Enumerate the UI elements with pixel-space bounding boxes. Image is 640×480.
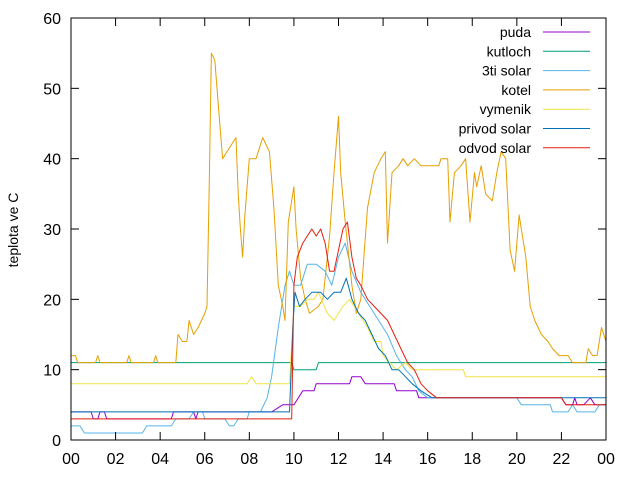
- x-tick-label: 10: [285, 451, 303, 468]
- x-tick-label: 16: [419, 451, 437, 468]
- series-line-kotel: [71, 52, 607, 364]
- y-tick-label: 10: [43, 363, 61, 380]
- y-tick-label: 60: [43, 11, 61, 28]
- series-line-privod-solar: [71, 277, 606, 413]
- y-axis-label: teplota ve C: [5, 193, 21, 268]
- series-lines: [71, 52, 607, 434]
- series-line-puda: [71, 376, 606, 420]
- x-tick-label: 14: [374, 451, 392, 468]
- axis-ticks: 0 10 20 30 40 50 60 00 02 04 06 08 10 12 14 16 18 20 22 00: [43, 11, 615, 468]
- series-line-vymenik: [71, 291, 606, 385]
- legend: puda kutloch 3ti solar kotel vymenik privod s…: [459, 24, 590, 156]
- legend-label: puda: [500, 24, 531, 40]
- x-tick-label: 00: [62, 451, 80, 468]
- x-tick-label: 04: [151, 451, 169, 468]
- y-tick-label: 0: [52, 433, 61, 450]
- y-tick-label: 30: [43, 222, 61, 239]
- legend-label: kutloch: [487, 43, 531, 59]
- x-tick-label: 00: [597, 451, 615, 468]
- legend-label: odvod solar: [459, 140, 532, 156]
- x-tick-label: 02: [107, 451, 125, 468]
- y-tick-label: 50: [43, 81, 61, 98]
- legend-label: privod solar: [459, 121, 532, 137]
- series-line-3ti-solar: [71, 242, 606, 434]
- legend-label: vymenik: [480, 101, 532, 117]
- y-tick-label: 40: [43, 152, 61, 169]
- series-line-odvod-solar: [71, 221, 606, 420]
- x-tick-label: 12: [330, 451, 348, 468]
- x-tick-label: 22: [553, 451, 571, 468]
- y-tick-label: 20: [43, 292, 61, 309]
- x-tick-label: 20: [508, 451, 526, 468]
- legend-label: kotel: [501, 82, 531, 98]
- x-tick-label: 08: [240, 451, 258, 468]
- legend-label: 3ti solar: [482, 63, 531, 79]
- x-tick-label: 18: [463, 451, 481, 468]
- series-line-kutloch: [71, 362, 606, 371]
- x-tick-label: 06: [196, 451, 214, 468]
